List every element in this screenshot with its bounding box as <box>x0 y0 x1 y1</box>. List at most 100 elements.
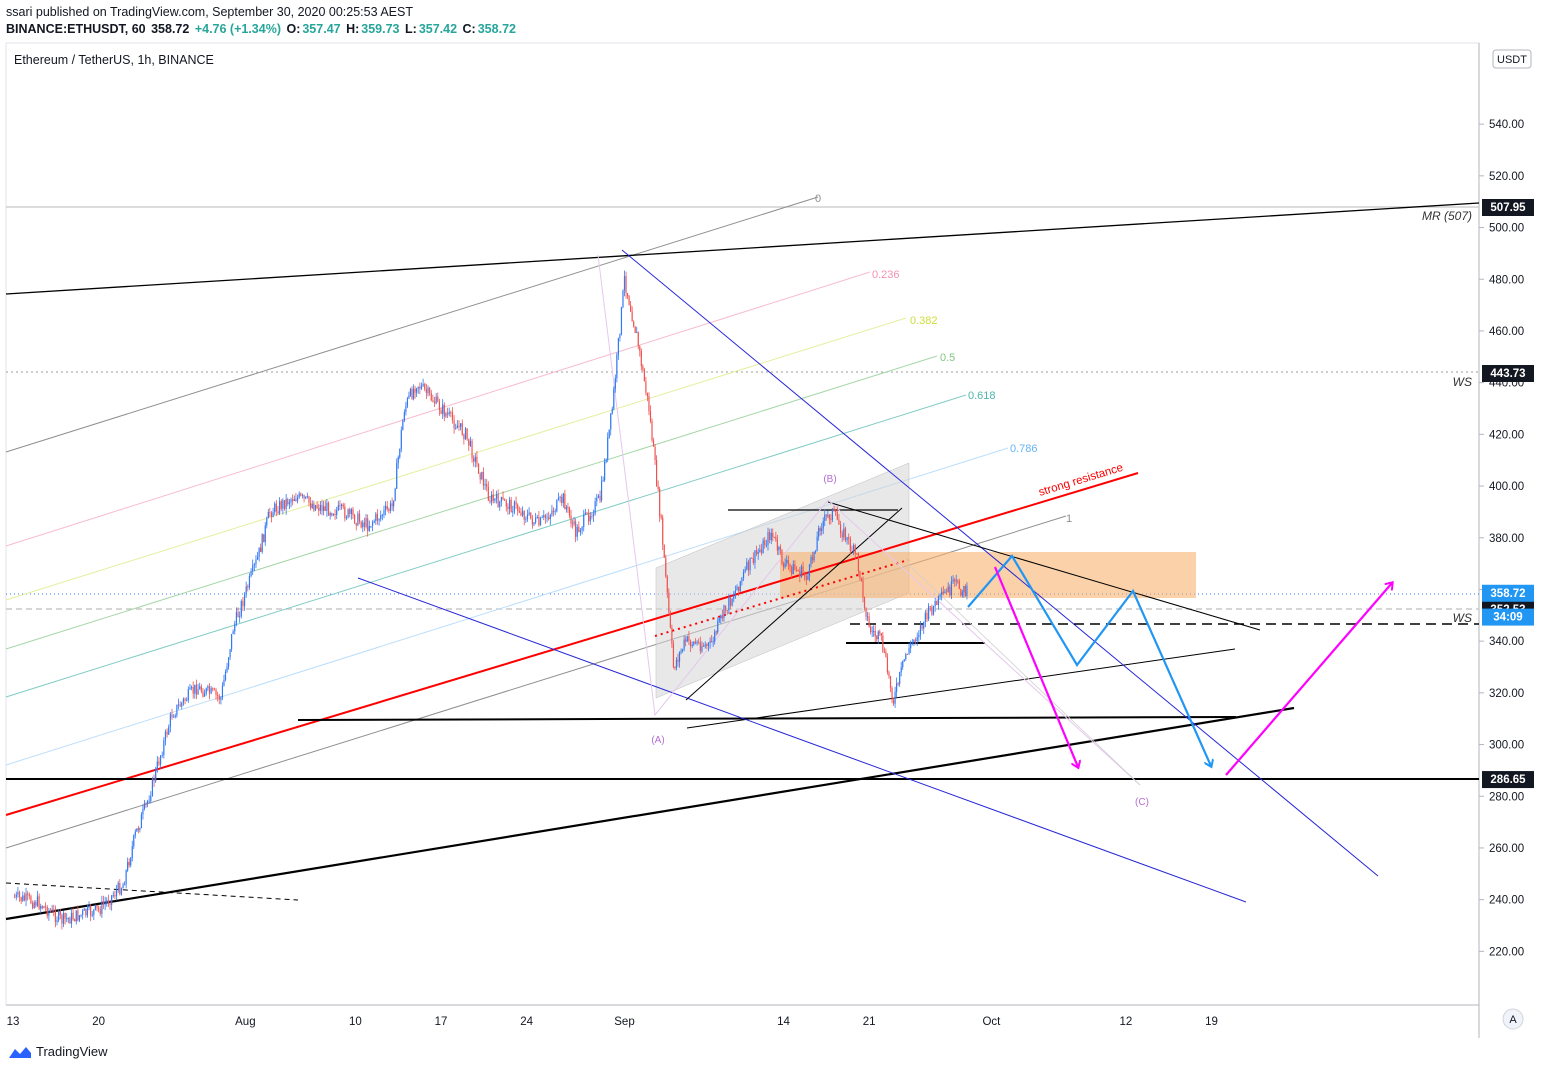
candle <box>802 566 804 574</box>
time-axis[interactable]: 13 20 Aug 10 17 24 Sep 14 21 Oct 12 19 <box>7 1016 1218 1028</box>
candle <box>589 515 591 522</box>
candle <box>663 544 665 558</box>
candle <box>443 404 445 417</box>
candle <box>56 920 58 923</box>
candle <box>728 597 730 611</box>
candle <box>18 892 21 898</box>
candle <box>255 559 257 565</box>
candle <box>830 519 832 520</box>
time-tick-label: 12 <box>1120 1016 1133 1028</box>
candle <box>849 538 851 551</box>
candle <box>120 888 123 895</box>
candle <box>902 660 904 668</box>
blue-lower-line <box>357 577 1247 903</box>
candle <box>442 404 444 414</box>
candle <box>939 594 941 597</box>
candle <box>594 501 596 515</box>
candle <box>357 513 359 526</box>
plot-area[interactable] <box>5 42 1480 1006</box>
price-badge-label: 358.72 <box>1490 588 1525 600</box>
auto-scale-button[interactable]: A <box>1502 1008 1524 1030</box>
fib-line-0236 <box>5 271 871 547</box>
candle <box>296 497 299 502</box>
currency-badge[interactable]: USDT <box>1492 49 1532 69</box>
candle <box>14 897 16 898</box>
candle <box>631 311 633 322</box>
candle <box>497 494 499 508</box>
wedge-line <box>685 507 903 701</box>
pitchfork-median <box>908 564 1141 786</box>
fib-line-05 <box>5 355 938 650</box>
candle <box>688 636 690 641</box>
candle <box>136 828 138 832</box>
strong-resistance-line <box>5 472 1139 816</box>
candle <box>894 691 896 704</box>
candle <box>636 332 638 334</box>
candle <box>619 334 621 339</box>
candle <box>531 518 533 525</box>
candle <box>525 518 527 520</box>
candle <box>693 641 695 645</box>
candle <box>851 550 853 552</box>
currency-badge-label: USDT <box>1497 54 1527 66</box>
candle <box>931 606 933 615</box>
candle <box>440 410 442 414</box>
candle <box>591 515 593 517</box>
candle <box>683 639 685 650</box>
fib-labels: 0 0.236 0.382 0.5 0.618 0.786 1 <box>815 193 1072 525</box>
tradingview-logo[interactable]: TradingView <box>8 1044 108 1059</box>
candle <box>163 740 165 756</box>
price-axis[interactable]: 540.00520.00500.00480.00460.00440.00420.… <box>1479 119 1524 958</box>
candle <box>592 514 595 517</box>
candle <box>66 918 68 920</box>
candle <box>419 386 421 389</box>
candle <box>362 522 364 528</box>
candle <box>460 423 462 427</box>
candle <box>122 884 124 889</box>
candle <box>689 640 692 647</box>
candle <box>551 510 553 515</box>
candle <box>707 642 710 647</box>
candle <box>672 643 675 668</box>
candle <box>166 731 168 735</box>
candle <box>952 579 954 582</box>
candle <box>279 501 281 514</box>
candle <box>484 483 486 486</box>
auto-scale-label: A <box>1509 1014 1517 1026</box>
candle <box>22 895 24 901</box>
candle <box>336 510 338 516</box>
candle <box>548 517 550 520</box>
fib-line-0 <box>5 196 819 453</box>
fib-label: 0.5 <box>940 352 955 364</box>
low-value: 357.42 <box>418 22 458 36</box>
candle <box>381 514 383 516</box>
candle <box>247 586 249 588</box>
candle <box>633 321 635 327</box>
candle <box>139 828 141 831</box>
candle <box>127 861 129 871</box>
time-tick-label: 21 <box>863 1016 876 1028</box>
candle <box>604 461 606 481</box>
candle <box>924 612 926 623</box>
candle <box>373 520 375 523</box>
time-tick-label: 14 <box>777 1016 790 1028</box>
candle <box>367 518 369 531</box>
candle <box>119 883 121 895</box>
candle <box>88 905 90 908</box>
candle <box>82 910 84 915</box>
candle <box>164 731 167 741</box>
candle <box>608 429 610 438</box>
candle <box>759 549 761 552</box>
price-chart[interactable]: Ethereum / TetherUS, 1h, BINANCE strong … <box>0 40 1553 1038</box>
candle <box>857 553 859 572</box>
candle <box>669 612 671 628</box>
candle <box>430 392 432 401</box>
candle <box>412 388 415 399</box>
candle <box>908 648 910 655</box>
candle <box>258 547 260 557</box>
symbol-label: BINANCE:ETHUSDT, 60 <box>6 22 146 36</box>
candle <box>656 460 658 487</box>
candle <box>45 906 47 908</box>
candle <box>437 396 439 402</box>
fib-label: 0.236 <box>872 269 900 281</box>
